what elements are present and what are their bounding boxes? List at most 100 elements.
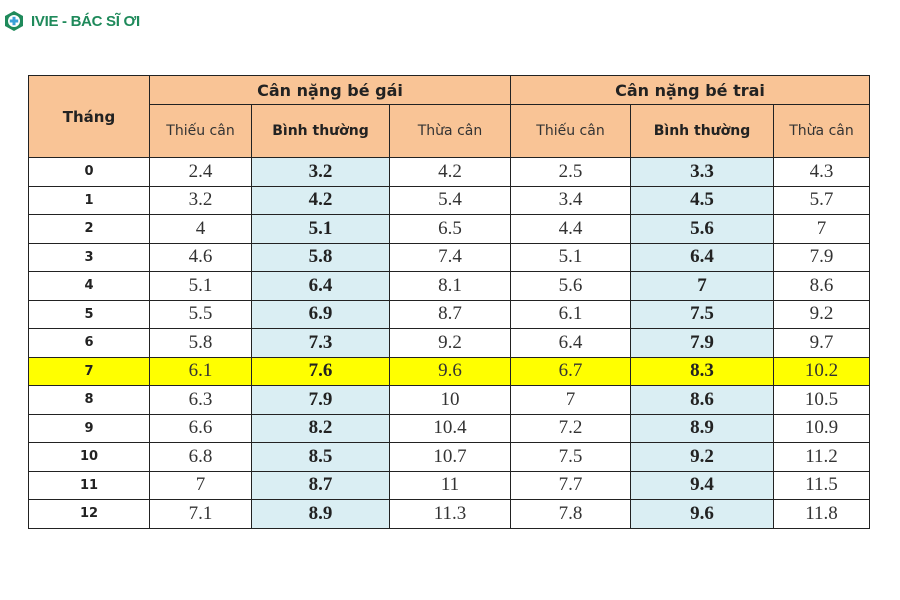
boy-normal-cell: 7.5 (630, 299, 774, 329)
girl-underweight-cell: 4 (149, 214, 252, 244)
boy-normal-cell: 6.4 (630, 242, 774, 272)
girl-underweight-header: Thiếu cân (149, 104, 252, 158)
girl-overweight-cell: 6.5 (389, 214, 511, 244)
baby-weight-table: Tháng Cân nặng bé gái Cân nặng bé trai T… (28, 75, 870, 529)
boy-underweight-cell: 7 (510, 385, 631, 415)
girl-normal-cell: 3.2 (251, 157, 390, 187)
boy-underweight-cell: 6.4 (510, 328, 631, 358)
girl-underweight-cell: 3.2 (149, 185, 252, 215)
girl-normal-cell: 8.7 (251, 470, 390, 500)
boy-overweight-cell: 11.8 (773, 499, 870, 529)
medical-cross-icon (5, 11, 23, 31)
table-row: 5 5.5 6.9 8.7 6.1 7.5 9.2 (28, 299, 870, 329)
month-cell: 12 (28, 499, 150, 529)
boy-normal-cell: 8.3 (630, 356, 774, 386)
girl-weight-group-header: Cân nặng bé gái (149, 75, 511, 105)
boy-underweight-header: Thiếu cân (510, 104, 631, 158)
girl-underweight-cell: 6.1 (149, 356, 252, 386)
girl-overweight-header: Thừa cân (389, 104, 511, 158)
girl-normal-cell: 5.8 (251, 242, 390, 272)
girl-normal-cell: 7.6 (251, 356, 390, 386)
table-row: 3 4.6 5.8 7.4 5.1 6.4 7.9 (28, 242, 870, 272)
month-cell: 10 (28, 442, 150, 472)
month-cell: 1 (28, 185, 150, 215)
boy-underweight-cell: 6.1 (510, 299, 631, 329)
girl-overweight-cell: 10.7 (389, 442, 511, 472)
girl-normal-cell: 7.9 (251, 385, 390, 415)
boy-overweight-cell: 10.5 (773, 385, 870, 415)
girl-normal-cell: 7.3 (251, 328, 390, 358)
boy-normal-cell: 3.3 (630, 157, 774, 187)
girl-normal-cell: 4.2 (251, 185, 390, 215)
boy-overweight-header: Thừa cân (773, 104, 870, 158)
boy-normal-cell: 8.6 (630, 385, 774, 415)
table-row: 11 7 8.7 11 7.7 9.4 11.5 (28, 470, 870, 500)
girl-normal-cell: 8.5 (251, 442, 390, 472)
month-cell: 6 (28, 328, 150, 358)
table-row: 12 7.1 8.9 11.3 7.8 9.6 11.8 (28, 499, 870, 529)
girl-overweight-cell: 5.4 (389, 185, 511, 215)
month-cell: 2 (28, 214, 150, 244)
girl-overweight-cell: 8.7 (389, 299, 511, 329)
boy-overweight-cell: 4.3 (773, 157, 870, 187)
boy-overweight-cell: 8.6 (773, 271, 870, 301)
table-row: 7 6.1 7.6 9.6 6.7 8.3 10.2 (28, 356, 870, 386)
table-row: 4 5.1 6.4 8.1 5.6 7 8.6 (28, 271, 870, 301)
boy-overweight-cell: 10.9 (773, 413, 870, 443)
month-cell: 0 (28, 157, 150, 187)
boy-overweight-cell: 7 (773, 214, 870, 244)
girl-overweight-cell: 9.2 (389, 328, 511, 358)
month-cell: 8 (28, 385, 150, 415)
girl-overweight-cell: 9.6 (389, 356, 511, 386)
table-row: 0 2.4 3.2 4.2 2.5 3.3 4.3 (28, 157, 870, 187)
girl-underweight-cell: 4.6 (149, 242, 252, 272)
girl-overweight-cell: 10 (389, 385, 511, 415)
girl-overweight-cell: 11 (389, 470, 511, 500)
girl-normal-cell: 8.9 (251, 499, 390, 529)
girl-normal-cell: 6.9 (251, 299, 390, 329)
boy-normal-cell: 8.9 (630, 413, 774, 443)
boy-overweight-cell: 11.5 (773, 470, 870, 500)
boy-underweight-cell: 4.4 (510, 214, 631, 244)
girl-overweight-cell: 8.1 (389, 271, 511, 301)
boy-normal-cell: 7 (630, 271, 774, 301)
boy-underweight-cell: 6.7 (510, 356, 631, 386)
boy-overweight-cell: 9.2 (773, 299, 870, 329)
month-cell: 11 (28, 470, 150, 500)
month-cell: 5 (28, 299, 150, 329)
boy-normal-cell: 5.6 (630, 214, 774, 244)
table-row: 6 5.8 7.3 9.2 6.4 7.9 9.7 (28, 328, 870, 358)
month-cell: 7 (28, 356, 150, 386)
month-column-header: Tháng (28, 75, 150, 158)
brand-name: IVIE - BÁC SĨ ƠI (31, 12, 140, 30)
girl-normal-cell: 6.4 (251, 271, 390, 301)
boy-underweight-cell: 2.5 (510, 157, 631, 187)
girl-overweight-cell: 11.3 (389, 499, 511, 529)
girl-underweight-cell: 6.6 (149, 413, 252, 443)
brand-logo: IVIE - BÁC SĨ ƠI (3, 10, 140, 32)
girl-underweight-cell: 5.1 (149, 271, 252, 301)
table-body: 0 2.4 3.2 4.2 2.5 3.3 4.3 1 3.2 4.2 5.4 3.4 4.5 5.7 2 4… (28, 157, 870, 529)
boy-overweight-cell: 5.7 (773, 185, 870, 215)
month-cell: 9 (28, 413, 150, 443)
boy-overweight-cell: 9.7 (773, 328, 870, 358)
boy-underweight-cell: 7.5 (510, 442, 631, 472)
girl-underweight-cell: 6.3 (149, 385, 252, 415)
girl-underweight-cell: 6.8 (149, 442, 252, 472)
boy-normal-header: Bình thường (630, 104, 774, 158)
girl-underweight-cell: 7.1 (149, 499, 252, 529)
table-row: 8 6.3 7.9 10 7 8.6 10.5 (28, 385, 870, 415)
boy-underweight-cell: 7.8 (510, 499, 631, 529)
table-row: 1 3.2 4.2 5.4 3.4 4.5 5.7 (28, 185, 870, 215)
girl-normal-cell: 5.1 (251, 214, 390, 244)
table-row: 10 6.8 8.5 10.7 7.5 9.2 11.2 (28, 442, 870, 472)
boy-weight-group-header: Cân nặng bé trai (510, 75, 870, 105)
girl-underweight-cell: 5.8 (149, 328, 252, 358)
girl-underweight-cell: 2.4 (149, 157, 252, 187)
table-row: 9 6.6 8.2 10.4 7.2 8.9 10.9 (28, 413, 870, 443)
boy-underweight-cell: 7.7 (510, 470, 631, 500)
girl-normal-header: Bình thường (251, 104, 390, 158)
boy-underweight-cell: 5.6 (510, 271, 631, 301)
girl-underweight-cell: 7 (149, 470, 252, 500)
boy-normal-cell: 9.4 (630, 470, 774, 500)
